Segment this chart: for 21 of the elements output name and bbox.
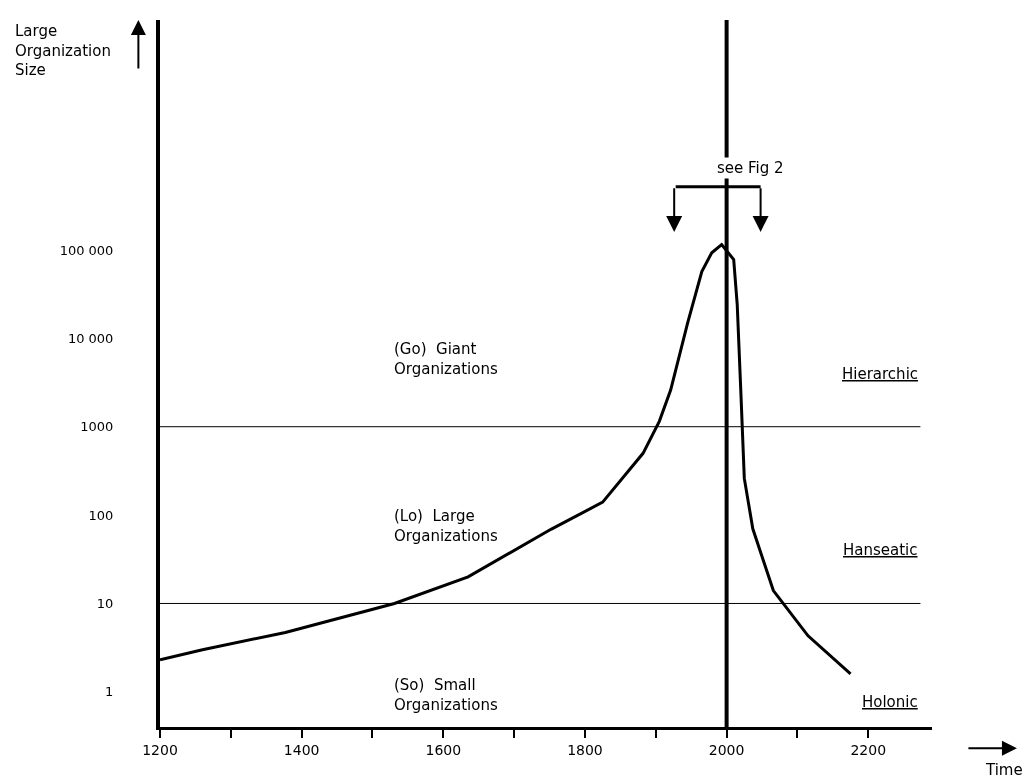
x-tick-label: 2200 [850, 741, 887, 758]
y-tick-label: 10 000 [67, 330, 114, 346]
y-tick-label: 100 [88, 507, 114, 523]
x-tick-label: 1200 [142, 741, 178, 758]
y-tick-label: 100 000 [59, 242, 114, 258]
x-tick-label: 1400 [283, 741, 320, 758]
x-axis-title: Time [985, 761, 1023, 779]
annotation: see Fig 2 [717, 159, 784, 177]
annotation: (Lo) Large Organizations [394, 507, 498, 545]
annotation: Hierarchic [842, 365, 919, 383]
y-tick-label: 1000 [80, 419, 114, 435]
annotation: (So) Small Organizations [394, 676, 498, 714]
y-tick-label: 10 [96, 596, 114, 612]
y-axis-title: Large Organization Size [15, 22, 111, 79]
x-tick-label: 1800 [567, 741, 603, 758]
annotation: (Go) Giant Organizations [394, 340, 498, 378]
y-tick-label: 1 [105, 684, 114, 700]
x-tick-label: 2000 [708, 741, 745, 758]
x-tick-label: 1600 [425, 741, 462, 758]
annotation: Holonic [862, 693, 918, 711]
annotation: Hanseatic [843, 541, 918, 559]
